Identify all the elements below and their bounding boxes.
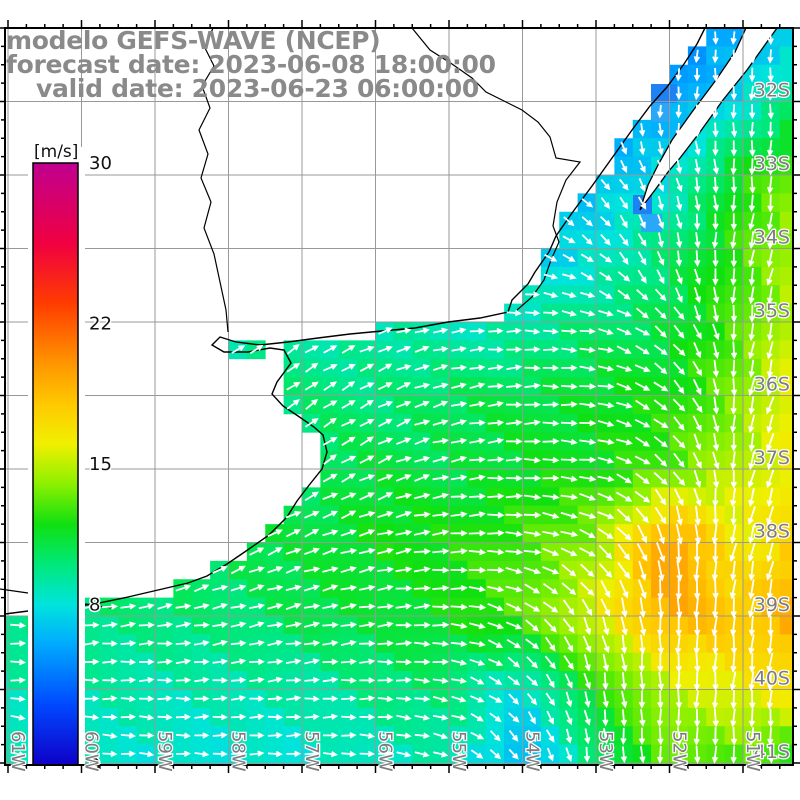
axis-ticks: [0, 20, 800, 773]
lon-label: 60W: [81, 731, 102, 772]
lon-label: 57W: [301, 731, 322, 772]
valid-date-line: valid date: 2023-06-23 06:00:00: [36, 74, 479, 103]
lat-label: 32S: [754, 80, 790, 102]
wind-arrows: [10, 31, 775, 764]
lat-label: 39S: [754, 594, 790, 616]
longitude-labels: 61W 60W 59W 58W 57W 56W 55W 54W 53W 52W 51W: [6, 730, 765, 773]
lon-label: 53W: [595, 731, 616, 772]
lat-label: 36S: [754, 374, 790, 396]
model-title: modelo GEFS-WAVE (NCEP): [6, 26, 381, 55]
lat-label: 41S: [754, 741, 790, 763]
lat-label: 40S: [754, 668, 790, 690]
colorbar-gradient: [32, 162, 79, 766]
lon-label: 52W: [669, 731, 690, 772]
colorbar-tick-label: 8: [89, 594, 100, 615]
lat-label: 38S: [754, 521, 790, 543]
colorbar-unit-label: [m/s]: [34, 142, 78, 162]
lon-label: 58W: [228, 731, 249, 772]
colorbar-tick-label: 30: [89, 153, 112, 174]
lon-label: 56W: [375, 731, 396, 772]
forecast-date-line: forecast date: 2023-06-08 18:00:00: [6, 50, 496, 79]
lon-label: 51W: [742, 731, 763, 772]
lat-label: 33S: [754, 153, 790, 175]
lon-label: 55W: [448, 731, 469, 772]
latitude-labels: 32S 33S 34S 35S 36S 37S 38S 39S 40S 41S: [753, 78, 792, 764]
lon-label: 54W: [522, 731, 543, 772]
colorbar-tick-label: 15: [89, 454, 112, 475]
lon-label: 59W: [154, 731, 175, 772]
lat-label: 37S: [754, 447, 790, 469]
lon-label: 61W: [7, 731, 28, 772]
colorbar-tick-label: 22: [89, 314, 112, 335]
map-border: [4, 27, 794, 766]
lat-label: 34S: [754, 227, 790, 249]
lat-label: 35S: [754, 300, 790, 322]
